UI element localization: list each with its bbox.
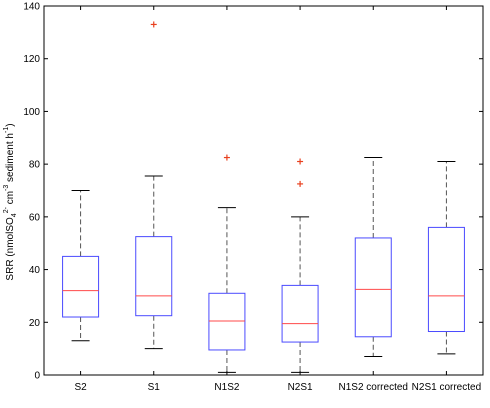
y-axis-label: SRR (nmolSO42- cm-3 sediment h-1) (3, 123, 18, 280)
outlier-point (297, 180, 304, 187)
x-tick-label: N1S2 corrected (339, 382, 408, 393)
y-tick-label: 0 (34, 371, 40, 382)
x-tick-label: N1S2 (214, 382, 239, 393)
y-axis-label-main: SRR (nmolSO (5, 217, 16, 281)
x-tick-label: N2S1 (288, 382, 313, 393)
box-group-n2s1 (281, 158, 319, 373)
box-group-s1 (135, 21, 173, 350)
box-iqr (281, 284, 319, 343)
y-tick-label: 20 (29, 318, 41, 329)
y-tick-label: 40 (29, 265, 41, 276)
box-group-s2 (62, 190, 100, 342)
axes: 0 20 40 60 80 100 120 140 S2 S1 N1S2 N2S1 N1S2 corre… (23, 2, 484, 393)
box-group-n1s2-corrected (354, 157, 392, 358)
y-axis-label-sup3: -1 (3, 127, 10, 133)
y-axis-label-close: ) (5, 123, 16, 126)
y-tick-label: 80 (29, 160, 41, 171)
box-group-n2s1-corrected (427, 161, 465, 355)
x-tick-label: N2S1 corrected (412, 382, 481, 393)
plot-area (62, 21, 465, 373)
box-iqr (427, 226, 465, 333)
y-tick-label: 140 (23, 2, 40, 13)
y-axis-label-tail: sediment h (5, 133, 16, 185)
y-tick-label: 100 (23, 107, 40, 118)
x-tick-label: S2 (74, 382, 87, 393)
x-tick-label: S1 (148, 382, 161, 393)
y-axis-label-sup2: -3 (3, 185, 10, 191)
box-iqr (62, 255, 100, 318)
plot-frame (43, 5, 484, 376)
y-axis-label-mid: cm (5, 191, 16, 207)
y-axis-label-sup1: 2- (3, 206, 10, 213)
y-axis-label-sub: 4 (11, 213, 18, 217)
y-tick-label: 120 (23, 54, 40, 65)
box-group-n1s2 (208, 154, 246, 373)
box-iqr (135, 236, 173, 317)
box-iqr (354, 237, 392, 338)
box-iqr (208, 292, 246, 351)
outlier-point (150, 21, 157, 28)
outlier-point (297, 158, 304, 165)
y-tick-label: 60 (29, 212, 41, 223)
outlier-point (223, 154, 230, 161)
